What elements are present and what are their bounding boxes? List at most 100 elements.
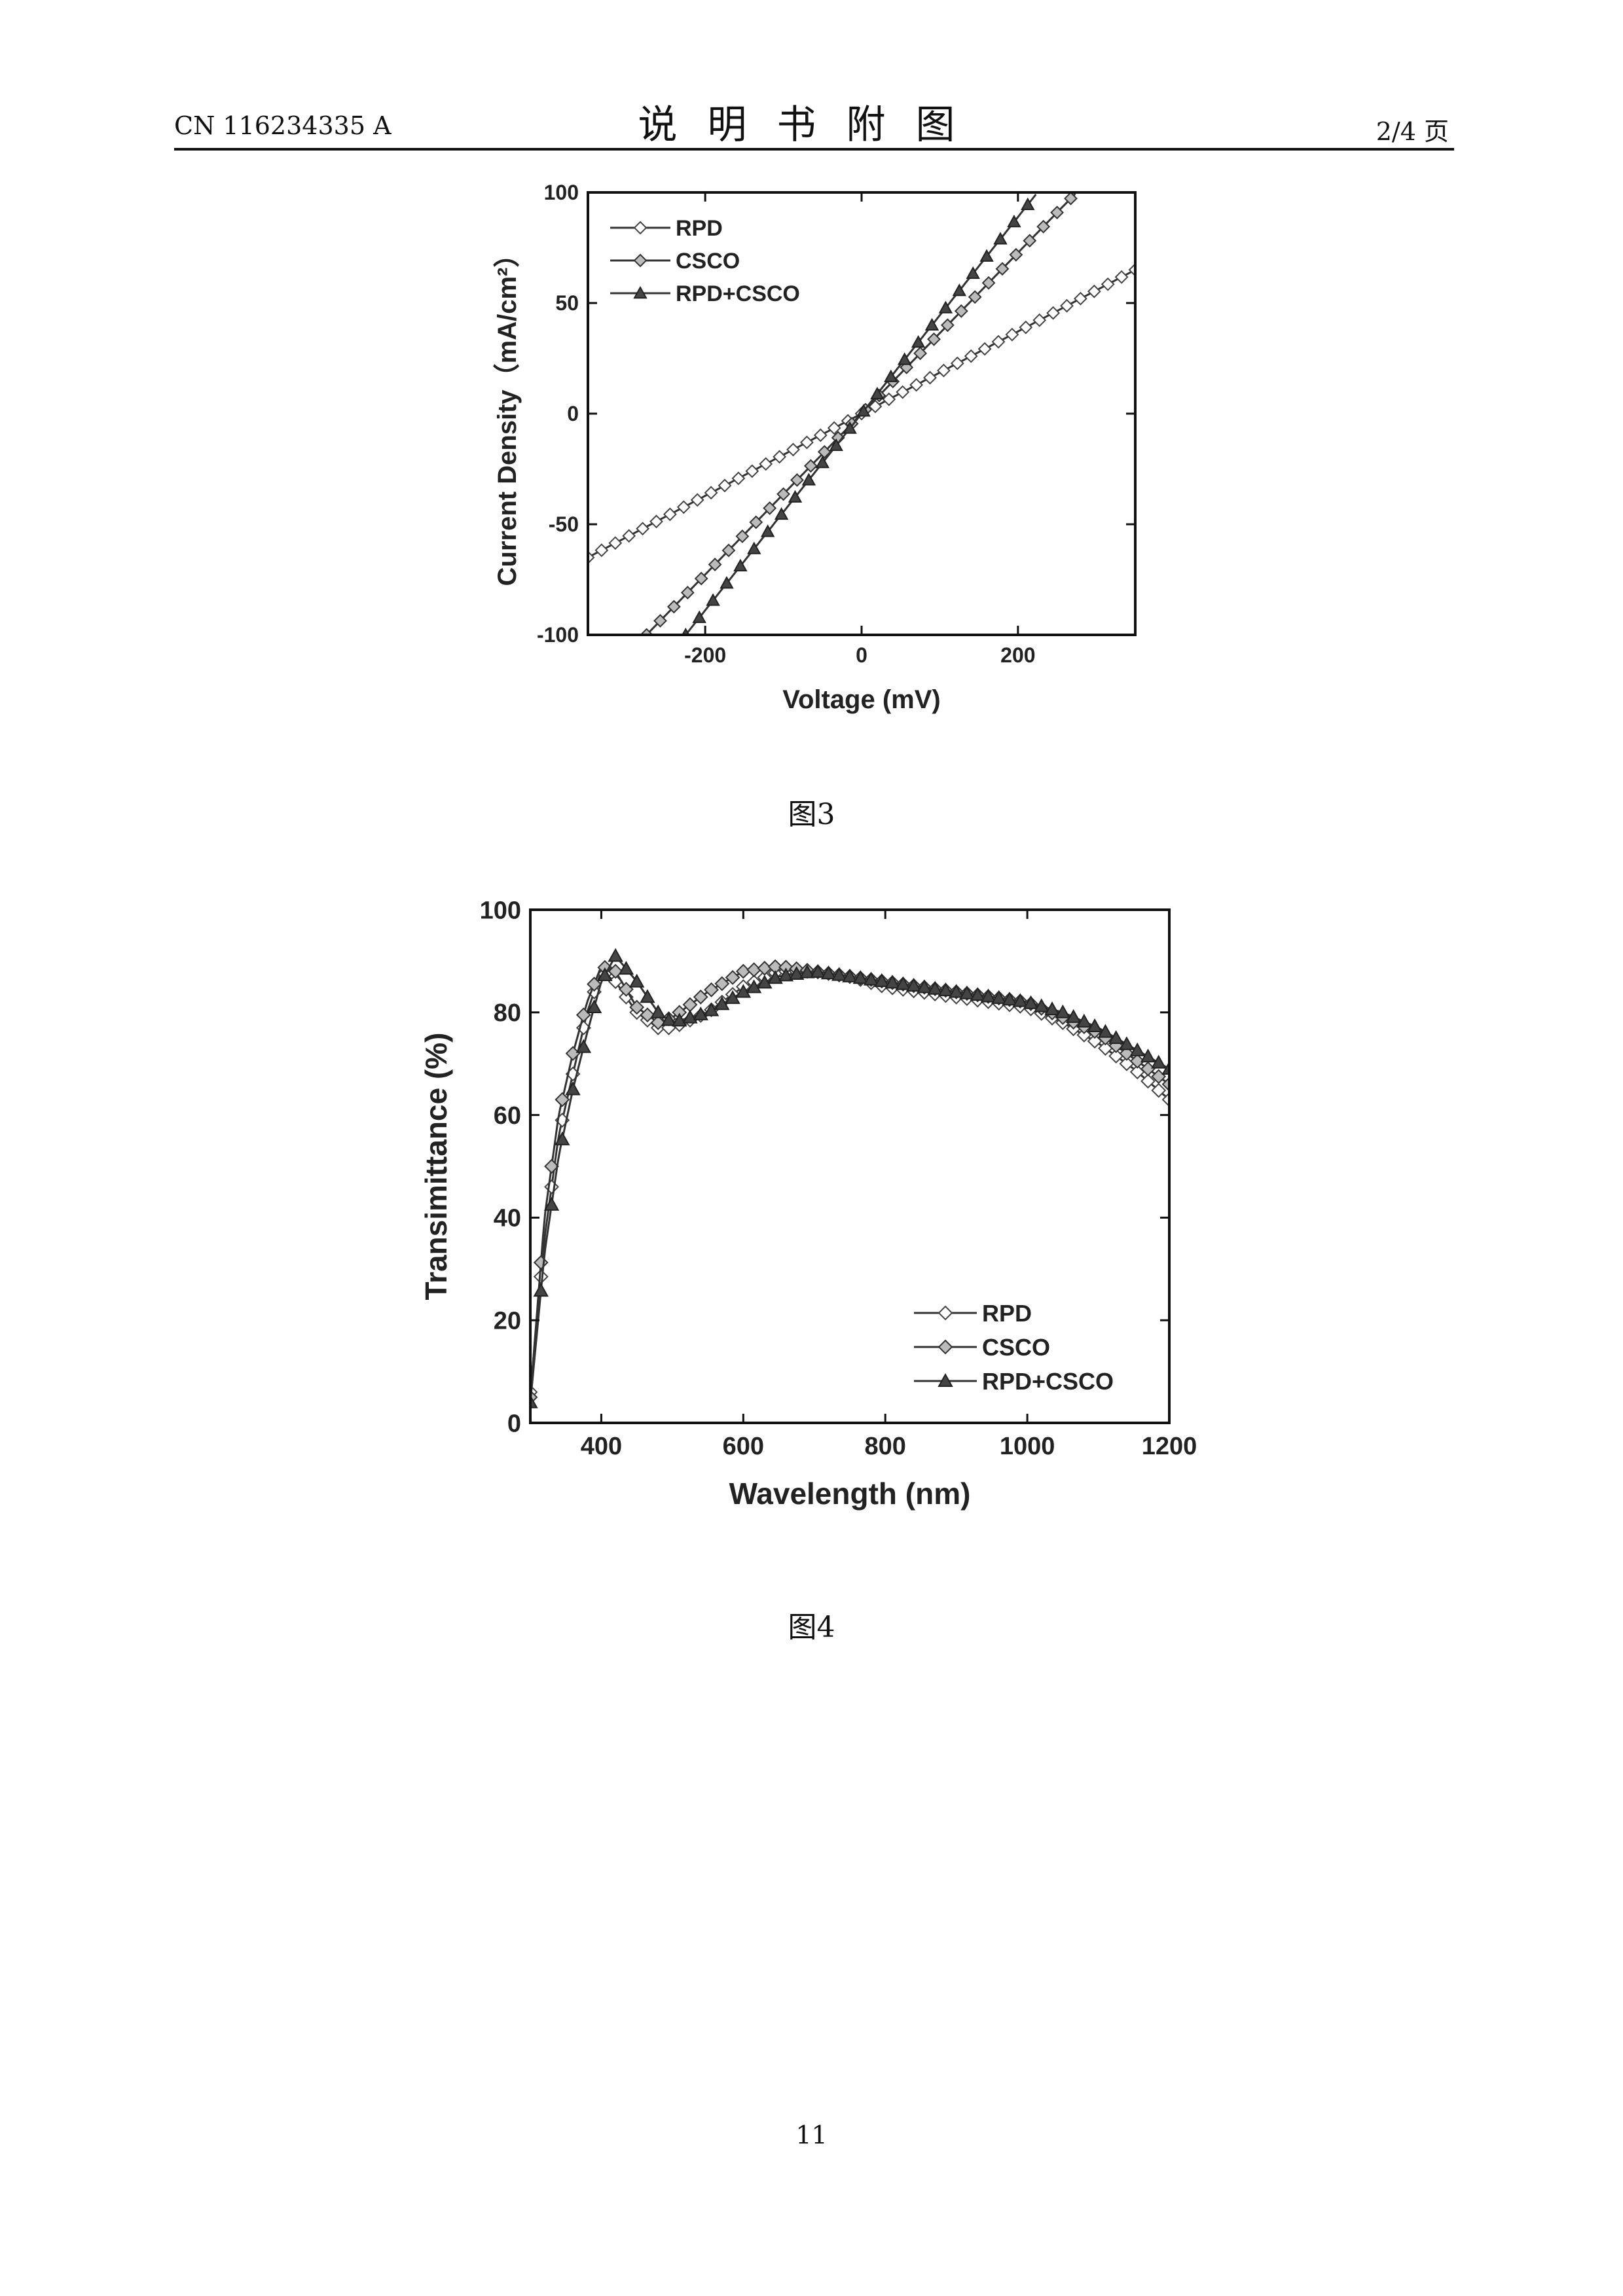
x-tick-label: 800	[865, 1433, 906, 1460]
data-point	[533, 1283, 549, 1297]
data-point	[820, 965, 837, 980]
x-axis-label: Voltage (mV)	[782, 685, 941, 714]
data-point	[1073, 291, 1087, 306]
data-point	[1034, 998, 1049, 1013]
data-point	[714, 976, 730, 992]
data-point	[767, 970, 783, 984]
chart-figure-3: -200 0 200 100 50 0 -50 -100 Voltage (mV) Current…	[493, 181, 1137, 714]
data-point	[927, 980, 943, 995]
data-point	[640, 628, 653, 635]
x-tick-label: 1200	[1142, 1433, 1197, 1460]
data-point	[959, 985, 975, 999]
series-rpd-csco	[530, 948, 1169, 1408]
data-point	[810, 963, 826, 978]
data-point	[653, 614, 667, 628]
data-point	[1050, 206, 1064, 220]
data-point	[966, 266, 980, 279]
data-point	[693, 989, 708, 1005]
data-point	[1009, 247, 1023, 262]
data-point	[1007, 215, 1021, 228]
data-point	[735, 963, 751, 979]
data-point	[1140, 1061, 1156, 1077]
data-point	[1076, 1013, 1092, 1028]
data-point	[788, 490, 803, 503]
data-point	[682, 1009, 698, 1024]
data-point	[1046, 306, 1061, 320]
data-point	[608, 948, 623, 962]
data-point	[1151, 1083, 1167, 1098]
data-point	[745, 464, 759, 478]
data-point	[706, 593, 720, 606]
data-point	[799, 964, 815, 978]
data-point	[799, 435, 814, 450]
x-tick-label: 400	[581, 1433, 622, 1460]
x-tick-label: 200	[1000, 643, 1035, 667]
data-point	[622, 529, 636, 543]
data-point	[913, 346, 927, 361]
data-point	[680, 586, 695, 600]
page-of: 2/4 页	[1376, 117, 1449, 146]
legend-marker	[938, 1339, 953, 1355]
legend-label: CSCO	[982, 1334, 1050, 1361]
page-title: 说明书附图	[638, 102, 985, 148]
data-point	[1087, 1018, 1103, 1032]
data-point	[923, 370, 937, 385]
data-point	[597, 967, 613, 981]
page-number: 11	[795, 2121, 828, 2149]
data-point	[1060, 298, 1074, 313]
data-point	[952, 283, 966, 296]
data-point	[555, 1131, 570, 1145]
data-point	[815, 456, 830, 469]
series-rpd	[530, 963, 1169, 1400]
data-point	[884, 975, 900, 989]
data-point	[895, 976, 911, 990]
data-point	[1129, 1042, 1145, 1056]
data-point	[718, 478, 732, 493]
y-tick-label: -100	[537, 623, 579, 647]
data-point	[747, 541, 761, 554]
data-point	[884, 369, 898, 382]
data-point	[1108, 1030, 1124, 1044]
data-point	[1161, 1077, 1169, 1092]
data-point	[731, 471, 746, 486]
data-point	[842, 968, 858, 982]
data-point	[693, 1006, 708, 1020]
data-point	[692, 610, 706, 623]
data-point	[1161, 1060, 1169, 1075]
legend-label: RPD	[676, 216, 723, 241]
data-point	[725, 970, 740, 985]
data-point	[991, 334, 1006, 349]
data-point	[1161, 1092, 1169, 1107]
data-point	[661, 1012, 677, 1026]
data-point	[1032, 313, 1047, 327]
data-point	[760, 524, 775, 537]
data-point	[704, 486, 718, 500]
y-tick-label: 20	[494, 1308, 521, 1335]
data-point	[708, 558, 722, 571]
data-point	[1119, 1046, 1135, 1061]
data-point	[629, 973, 645, 988]
data-point	[773, 450, 787, 464]
y-tick-label: 80	[494, 999, 521, 1027]
figure-3-caption: 图3	[788, 798, 835, 831]
y-axis-label: Current Density（mA/cm²）	[493, 242, 522, 586]
data-point	[565, 1081, 581, 1096]
data-point	[588, 550, 595, 565]
data-point	[663, 507, 677, 522]
data-point	[870, 386, 884, 400]
data-point	[927, 332, 941, 346]
data-point	[979, 249, 994, 262]
data-point	[964, 349, 978, 363]
x-tick-label: 600	[723, 1433, 764, 1460]
data-point	[905, 977, 922, 992]
x-tick-label: 1000	[1000, 1433, 1055, 1460]
legend-marker	[633, 221, 647, 235]
data-point	[618, 961, 634, 975]
y-tick-label: -50	[549, 512, 579, 536]
data-point	[995, 262, 1010, 276]
data-point	[1101, 277, 1115, 291]
data-point	[897, 352, 912, 365]
data-point	[948, 984, 964, 998]
data-point	[817, 444, 831, 459]
data-point	[856, 404, 871, 417]
